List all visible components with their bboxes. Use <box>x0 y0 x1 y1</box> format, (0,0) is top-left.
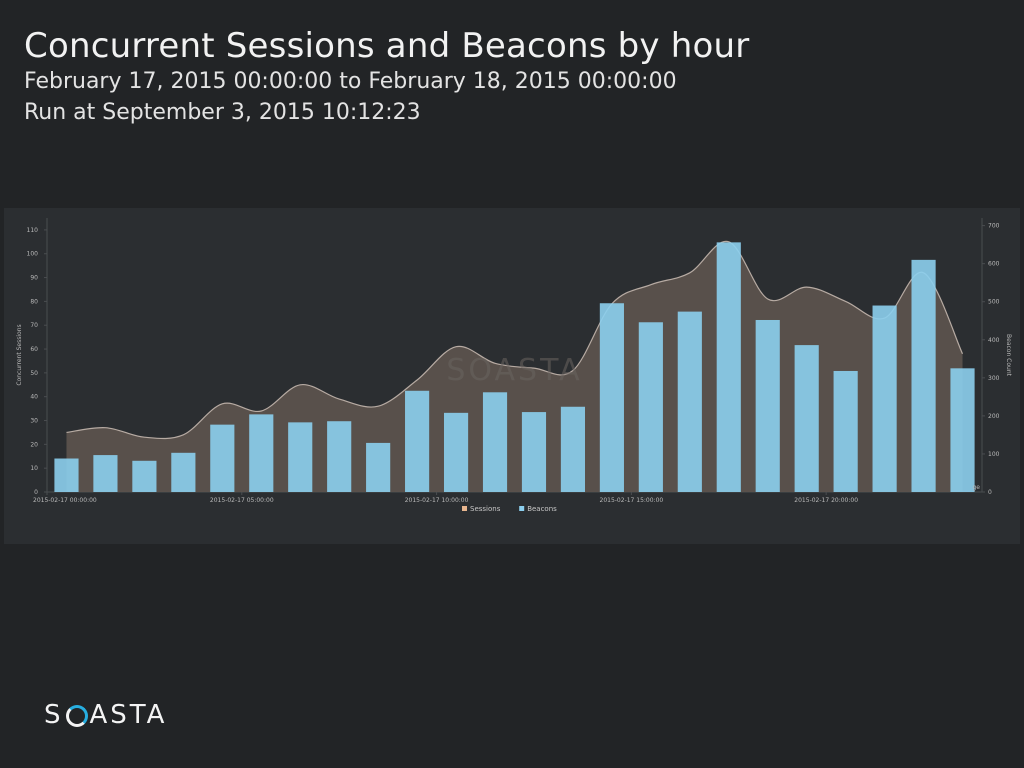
left-tick-label: 30 <box>30 418 38 425</box>
sessions-line <box>66 241 964 440</box>
left-tick-label: 40 <box>30 394 38 401</box>
legend-swatch <box>462 506 467 511</box>
right-tick-label: 0 <box>988 489 992 496</box>
beacons-bar <box>560 406 586 492</box>
page-title: Concurrent Sessions and Beacons by hour <box>24 26 750 66</box>
beacons-bar <box>482 392 508 492</box>
corner-label: ge <box>973 484 981 491</box>
left-tick-label: 100 <box>27 251 39 258</box>
beacons-bar <box>716 242 741 492</box>
legend-label: Sessions <box>470 505 501 513</box>
logo-text-start: S <box>44 700 64 730</box>
right-tick-label: 400 <box>988 337 1000 344</box>
x-tick-label: 2015-02-17 10:00:00 <box>405 497 469 504</box>
soasta-logo: S ASTA <box>44 700 167 730</box>
beacons-bar <box>249 414 274 492</box>
beacons-bar <box>599 303 624 492</box>
beacons-bar <box>405 390 430 492</box>
beacons-bar <box>677 311 702 492</box>
logo-text-end: ASTA <box>89 700 168 730</box>
x-tick-label: 2015-02-17 00:00:00 <box>33 497 97 504</box>
logo-ring-icon <box>65 705 88 727</box>
right-tick-label: 500 <box>988 299 1000 306</box>
beacons-bar <box>132 460 157 492</box>
left-tick-label: 110 <box>27 227 39 234</box>
beacons-bar <box>288 422 313 492</box>
beacons-bar <box>638 322 663 492</box>
right-tick-label: 300 <box>988 375 1000 382</box>
beacons-bar <box>366 442 391 492</box>
beacons-bar <box>327 421 352 492</box>
right-tick-label: 200 <box>988 413 1000 420</box>
x-tick-label: 2015-02-17 20:00:00 <box>794 497 858 504</box>
report-header: Concurrent Sessions and Beacons by hour … <box>24 26 749 128</box>
beacons-bar <box>171 452 196 492</box>
date-range-subtitle: February 17, 2015 00:00:00 to February 1… <box>24 69 677 94</box>
beacons-bar <box>950 368 975 492</box>
left-tick-label: 90 <box>30 275 38 282</box>
legend-label: Beacons <box>527 505 557 513</box>
right-tick-label: 100 <box>988 451 1000 458</box>
legend-swatch <box>519 506 525 511</box>
beacons-bar <box>93 455 118 492</box>
right-tick-label: 700 <box>988 223 1000 230</box>
beacons-bar <box>833 370 858 492</box>
left-tick-label: 10 <box>30 465 38 472</box>
sessions-beacons-chart: 0 10 20 30 40 50 60 70 80 90 100 110 0 100 200 300 400 50… <box>16 218 1012 513</box>
beacons-bar <box>911 259 936 492</box>
beacons-bar <box>794 345 819 492</box>
beacons-bar <box>54 458 79 492</box>
beacons-bar <box>443 412 469 492</box>
run-at-subtitle: Run at September 3, 2015 10:12:23 <box>24 100 421 125</box>
x-tick-label: 2015-02-17 05:00:00 <box>210 497 274 504</box>
beacons-bar <box>521 412 547 492</box>
beacons-bar <box>210 424 235 492</box>
left-tick-label: 50 <box>30 370 38 377</box>
chart-watermark: SOASTA <box>446 353 582 388</box>
left-tick-label: 20 <box>30 441 38 448</box>
y2-axis-title: Beacon Count <box>1005 334 1012 377</box>
left-tick-label: 70 <box>30 322 38 329</box>
left-tick-label: 80 <box>30 298 38 305</box>
left-tick-label: 0 <box>34 489 38 496</box>
y-axis-title: Concurrent Sessions <box>16 324 23 385</box>
chart-panel: 0 10 20 30 40 50 60 70 80 90 100 110 0 100 200 300 400 50… <box>4 208 1020 544</box>
beacons-bar <box>872 305 897 492</box>
right-tick-label: 600 <box>988 261 1000 268</box>
beacons-bar <box>755 319 780 492</box>
x-tick-label: 2015-02-17 15:00:00 <box>600 497 664 504</box>
left-tick-label: 60 <box>30 346 38 353</box>
